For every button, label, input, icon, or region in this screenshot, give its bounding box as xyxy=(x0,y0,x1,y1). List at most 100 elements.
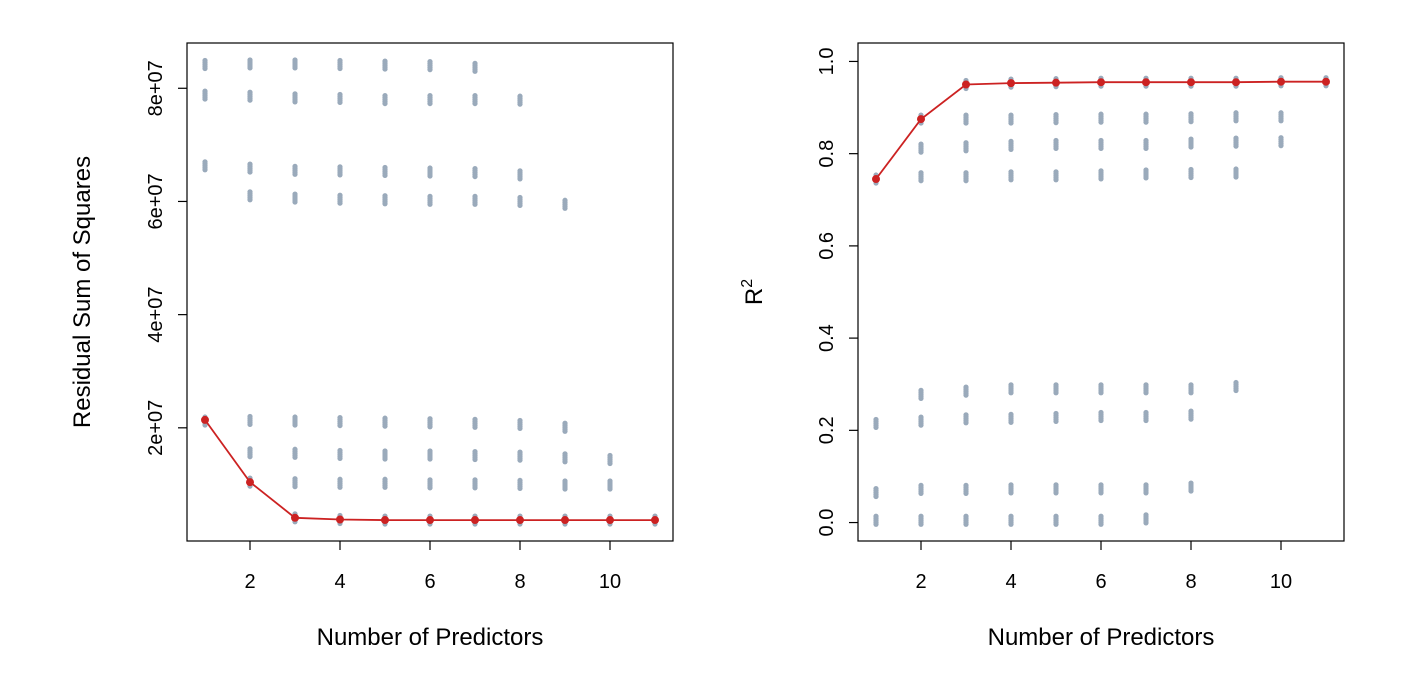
model-point xyxy=(1143,145,1149,152)
model-point xyxy=(1053,390,1059,396)
model-point xyxy=(1053,490,1059,496)
best-model-point xyxy=(962,80,970,89)
model-point xyxy=(1188,416,1194,422)
model-point xyxy=(1098,119,1104,125)
best-model-point xyxy=(426,516,434,525)
model-point xyxy=(202,422,208,428)
model-point xyxy=(607,460,613,467)
best-model-point xyxy=(1187,78,1195,87)
best-model-point xyxy=(606,516,614,525)
y-tick-label: 0.0 xyxy=(816,509,838,537)
model-point xyxy=(202,65,208,72)
model-point xyxy=(292,65,298,71)
model-point xyxy=(1053,120,1059,126)
model-point xyxy=(963,521,969,527)
x-tick-label: 10 xyxy=(599,571,621,593)
model-point xyxy=(247,169,253,175)
model-point xyxy=(472,173,478,180)
model-point xyxy=(1188,119,1194,125)
model-point xyxy=(247,97,253,103)
model-point xyxy=(292,484,298,490)
model-point xyxy=(1188,174,1194,181)
model-point xyxy=(963,490,969,496)
model-point xyxy=(873,521,879,527)
model-point xyxy=(963,120,969,126)
model-point xyxy=(1008,390,1014,396)
model-point xyxy=(427,67,433,73)
model-point xyxy=(247,421,253,428)
y-tick-label: 0.6 xyxy=(816,232,838,260)
model-point xyxy=(292,199,298,205)
model-point xyxy=(1008,521,1014,527)
y-tick-label: 8e+07 xyxy=(145,60,167,116)
best-model-point xyxy=(1322,77,1330,86)
model-point xyxy=(382,172,388,179)
y-axis: 0.0 0.2 0.4 0.6 0.8 1.0 xyxy=(816,48,858,537)
model-point xyxy=(337,455,343,462)
best-model-point xyxy=(872,175,880,184)
model-point xyxy=(963,178,969,184)
model-point xyxy=(202,167,208,173)
best-model-point xyxy=(291,513,299,522)
r-squared-panel: 2 4 6 8 10 0.0 0.2 0.4 0.6 0.8 1.0 Number of Predic… xyxy=(739,42,1345,651)
model-point xyxy=(427,456,433,462)
model-point xyxy=(337,200,343,206)
model-point xyxy=(1098,490,1104,496)
model-point xyxy=(247,197,253,203)
y-tick-label: 0.2 xyxy=(816,416,838,444)
best-model-point xyxy=(561,516,569,525)
model-point xyxy=(1053,418,1059,425)
model-point xyxy=(1233,174,1239,180)
best-model-point xyxy=(1007,79,1015,88)
model-point xyxy=(1008,120,1014,126)
model-point xyxy=(1008,419,1014,425)
model-point xyxy=(1053,145,1059,152)
best-model-point xyxy=(1142,78,1150,87)
model-point xyxy=(337,484,343,490)
y-axis: 2e+07 4e+07 6e+07 8e+07 xyxy=(145,60,187,456)
model-point xyxy=(1098,176,1104,182)
model-point xyxy=(337,99,343,106)
model-point xyxy=(472,100,478,107)
x-tick-label: 8 xyxy=(1185,571,1196,593)
model-point xyxy=(918,521,924,527)
model-point xyxy=(1278,118,1284,124)
model-point xyxy=(337,422,343,429)
model-point xyxy=(382,456,388,462)
model-point xyxy=(247,454,253,460)
model-point xyxy=(1278,143,1284,149)
y-tick-label: 6e+07 xyxy=(145,173,167,229)
model-point xyxy=(918,149,924,155)
x-tick-label: 6 xyxy=(1095,571,1106,593)
model-point xyxy=(517,101,523,107)
best-model-point xyxy=(1052,78,1060,87)
x-tick-label: 6 xyxy=(424,571,435,593)
best-model-point xyxy=(917,115,925,124)
y-axis-title: Residual Sum of Squares xyxy=(69,156,96,428)
model-point xyxy=(1098,145,1104,152)
model-point xyxy=(1188,144,1194,150)
best-model-point xyxy=(1277,77,1285,86)
model-point xyxy=(1008,490,1014,496)
best-model-point xyxy=(651,516,659,525)
y-tick-label: 0.8 xyxy=(816,140,838,168)
model-point xyxy=(562,428,568,434)
best-model-line xyxy=(875,80,1326,180)
model-point xyxy=(382,423,388,429)
x-tick-label: 10 xyxy=(1270,571,1292,593)
model-point xyxy=(517,176,523,182)
model-point xyxy=(427,173,433,179)
model-point xyxy=(1008,177,1014,183)
y-tick-label: 2e+07 xyxy=(145,400,167,456)
model-point xyxy=(963,148,969,154)
model-point xyxy=(1143,520,1149,526)
model-point xyxy=(427,100,433,107)
x-tick-label: 4 xyxy=(334,571,345,593)
y-axis-title-text: Residual Sum of Squares xyxy=(69,156,96,428)
x-axis-title: Number of Predictors xyxy=(317,624,544,651)
model-point xyxy=(1233,143,1239,149)
y-tick-label: 4e+07 xyxy=(145,287,167,343)
model-point xyxy=(1053,521,1059,527)
y-axis-title: R2 xyxy=(739,279,768,305)
